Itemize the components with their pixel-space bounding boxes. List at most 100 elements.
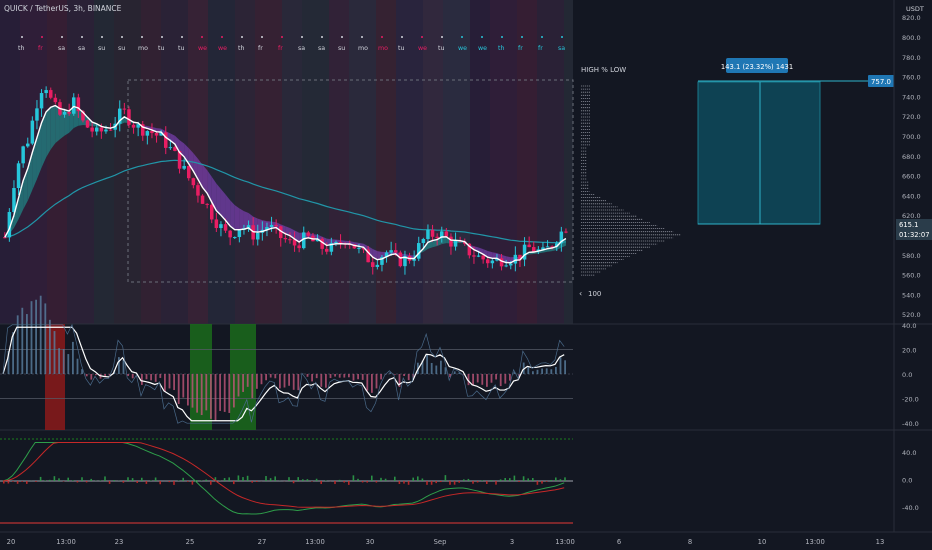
osc-histogram-bar xyxy=(311,374,313,382)
osc-histogram-bar xyxy=(403,374,405,377)
session-stripe xyxy=(141,0,161,324)
osc2-histogram-bar xyxy=(251,481,253,483)
ema-cloud-segment xyxy=(492,252,497,259)
osc2-histogram-bar xyxy=(16,481,19,484)
osc-histogram-bar xyxy=(541,368,543,374)
chevron-left-icon[interactable]: ‹ xyxy=(579,289,582,298)
osc2-histogram-bar xyxy=(228,477,230,481)
osc2-histogram-bar xyxy=(371,475,373,481)
day-marker-label: tu xyxy=(438,45,444,52)
candle-body xyxy=(302,232,306,249)
osc2-histogram-bar xyxy=(187,481,189,482)
osc-histogram-bar xyxy=(559,357,562,374)
osc-histogram-bar xyxy=(62,349,65,374)
osc2-histogram-bar xyxy=(90,478,92,481)
candle-body xyxy=(279,226,283,239)
osc2-histogram-bar xyxy=(122,481,125,483)
price-pane[interactable] xyxy=(3,79,574,283)
day-marker-label: we xyxy=(198,45,207,52)
day-marker-label: su xyxy=(338,45,345,52)
osc-histogram-bar xyxy=(90,374,93,380)
candlestick-series[interactable] xyxy=(3,86,568,275)
osc-histogram-bar xyxy=(315,374,318,379)
price-axis-label: 620.0 xyxy=(902,212,921,220)
osc-histogram-bar xyxy=(555,366,557,374)
osc2-histogram-bar xyxy=(384,478,387,481)
day-marker-label: su xyxy=(118,45,125,52)
candle-body xyxy=(444,231,449,237)
candle-body xyxy=(334,242,338,244)
osc-histogram-bar xyxy=(58,348,60,374)
session-background xyxy=(0,0,573,324)
day-marker-label: th xyxy=(18,45,24,52)
osc-histogram-bar xyxy=(191,374,194,408)
osc2-histogram-bar xyxy=(131,478,134,481)
day-dot xyxy=(101,36,103,38)
candle-body xyxy=(509,263,513,266)
day-dot xyxy=(361,36,363,38)
osc-histogram-bar xyxy=(26,314,28,374)
osc2-histogram-bar xyxy=(136,481,138,483)
osc1-axis-label: -40.0 xyxy=(902,420,919,428)
osc-histogram-bar xyxy=(251,374,254,399)
price-axis-label: 660.0 xyxy=(902,173,921,181)
candle-body xyxy=(3,237,7,239)
candle-body xyxy=(108,129,113,131)
osc-histogram-bar xyxy=(545,368,548,374)
osc2-histogram-bar xyxy=(481,480,483,481)
candle-body xyxy=(371,262,375,267)
day-dot xyxy=(261,36,263,38)
day-dot xyxy=(181,36,183,38)
osc2-histogram-bar xyxy=(205,479,207,481)
osc-histogram-bar xyxy=(141,374,143,385)
candle-body xyxy=(39,93,44,109)
osc2-histogram-bar xyxy=(527,478,529,481)
day-dot xyxy=(141,36,143,38)
slow-moving-average-line xyxy=(4,159,566,244)
osc2-histogram-bar xyxy=(315,478,318,481)
candle-body xyxy=(541,247,545,250)
session-stripe xyxy=(490,0,517,324)
time-axis-label: Sep xyxy=(434,538,447,546)
oscillator-pane-1[interactable] xyxy=(0,295,573,430)
osc-histogram-bar xyxy=(550,369,553,374)
osc-histogram-bar xyxy=(49,319,51,374)
osc2-histogram-bar xyxy=(394,476,396,481)
candle-body xyxy=(481,255,485,260)
osc2-histogram-bar xyxy=(233,481,235,485)
osc2-histogram-bar xyxy=(472,481,474,484)
candle-body xyxy=(269,224,274,228)
osc2-histogram-bar xyxy=(522,476,525,481)
osc-histogram-bar xyxy=(495,374,497,380)
osc2-fast-line xyxy=(2,442,565,515)
candle-body xyxy=(53,97,58,103)
osc-histogram-bar xyxy=(389,372,392,374)
price-axis[interactable]: USDT 820.0 800.0 780.0 760.0 740.0 720.0 700.… xyxy=(896,5,932,319)
fast-moving-average-line xyxy=(4,104,567,264)
candle-body xyxy=(164,132,168,148)
osc-histogram-bar xyxy=(338,374,341,378)
candle-body xyxy=(550,246,554,248)
candle-body xyxy=(417,243,421,259)
osc2-histogram-bar xyxy=(504,478,506,481)
osc-histogram-bar xyxy=(210,374,212,419)
session-stripe xyxy=(537,0,564,324)
measure-tool[interactable]: 143.1 (23.32%) 1431 757.0 xyxy=(697,58,894,225)
candle-body xyxy=(214,219,219,229)
time-axis[interactable]: 20 13:00 23 25 27 13:00 30 Sep 3 13:00 6 8 10 13:00 13 xyxy=(7,538,885,546)
candle-body xyxy=(246,225,251,229)
oscillator-pane-2[interactable] xyxy=(0,438,573,524)
osc-histogram-bar xyxy=(150,374,152,381)
time-axis-label: 27 xyxy=(258,538,267,546)
day-dot xyxy=(201,36,203,38)
candle-body xyxy=(297,245,301,249)
price-axis-label: 560.0 xyxy=(902,272,921,280)
measure-label-box xyxy=(726,58,788,73)
osc-histogram-bar xyxy=(398,374,401,388)
measure-area[interactable] xyxy=(697,81,821,225)
osc2-histogram-bar xyxy=(545,481,548,482)
osc2-histogram-bar xyxy=(39,476,42,481)
osc-histogram-bar xyxy=(196,374,198,413)
ema-cloud-segment xyxy=(483,249,488,258)
